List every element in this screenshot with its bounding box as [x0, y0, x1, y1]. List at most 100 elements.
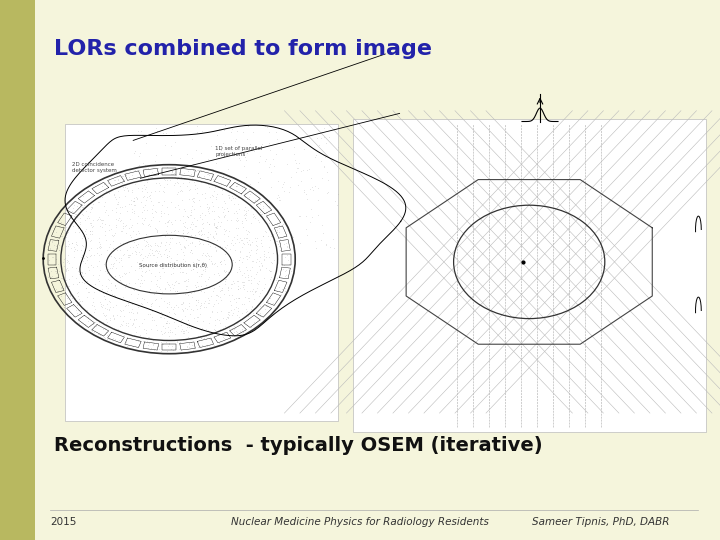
Point [250, 269, 261, 278]
Point [186, 217, 198, 226]
Point [239, 153, 251, 161]
Point [150, 207, 161, 216]
Point [177, 212, 189, 220]
Point [154, 250, 166, 259]
Point [209, 226, 220, 235]
Point [111, 264, 122, 273]
Point [182, 233, 194, 241]
Point [103, 221, 114, 230]
Point [186, 206, 197, 214]
Point [146, 246, 158, 254]
Point [187, 265, 199, 274]
Point [96, 284, 108, 293]
Point [83, 313, 94, 322]
Point [168, 268, 179, 277]
Point [195, 226, 207, 235]
Point [110, 214, 122, 223]
Point [215, 260, 227, 269]
Point [246, 219, 257, 227]
Point [186, 248, 198, 257]
Point [230, 319, 241, 327]
Point [164, 243, 176, 252]
Point [217, 332, 229, 341]
Point [92, 198, 104, 207]
Point [109, 272, 121, 280]
Point [240, 172, 252, 181]
Point [231, 182, 243, 191]
Point [265, 258, 276, 267]
Point [194, 309, 206, 318]
Point [210, 175, 221, 184]
Point [331, 200, 343, 209]
Point [217, 172, 228, 180]
Point [266, 167, 277, 176]
Point [318, 133, 330, 141]
Point [243, 253, 255, 261]
Point [156, 338, 167, 347]
Point [198, 299, 210, 307]
Point [153, 198, 165, 206]
Point [134, 149, 145, 158]
Point [140, 328, 152, 337]
Point [258, 255, 270, 264]
Point [148, 201, 159, 210]
Point [253, 261, 265, 270]
Point [192, 128, 203, 137]
Point [191, 313, 202, 321]
Point [137, 254, 148, 263]
Point [56, 274, 68, 283]
Point [104, 314, 115, 323]
Point [178, 225, 189, 234]
Point [191, 184, 202, 192]
Point [114, 312, 125, 321]
Point [175, 346, 186, 354]
Point [274, 228, 285, 237]
Point [126, 305, 138, 313]
Point [166, 166, 178, 175]
Point [132, 127, 144, 136]
Point [248, 318, 260, 326]
Point [84, 226, 96, 235]
Point [164, 327, 176, 336]
Point [132, 240, 144, 249]
Point [233, 277, 244, 286]
Point [121, 180, 132, 188]
Point [212, 211, 224, 220]
Point [94, 244, 105, 252]
Point [108, 274, 120, 283]
Point [222, 286, 234, 295]
Point [81, 253, 93, 261]
Point [224, 183, 235, 191]
Point [152, 242, 163, 251]
Point [194, 237, 205, 246]
Point [229, 136, 240, 145]
Point [174, 268, 186, 276]
Point [79, 269, 91, 278]
Point [207, 260, 218, 268]
Point [93, 197, 104, 206]
Point [167, 305, 179, 314]
Point [243, 294, 255, 302]
Point [264, 267, 276, 275]
Point [55, 284, 67, 292]
Point [233, 238, 245, 247]
Point [77, 241, 89, 249]
Point [214, 125, 225, 133]
Point [104, 264, 116, 272]
Point [153, 342, 164, 350]
Point [174, 338, 185, 346]
Point [109, 280, 121, 289]
Point [107, 247, 119, 255]
Point [229, 208, 240, 217]
Point [271, 237, 282, 246]
Point [219, 275, 230, 284]
Point [76, 228, 88, 237]
Point [194, 342, 206, 350]
Point [258, 252, 270, 260]
Point [139, 201, 150, 210]
Point [162, 342, 174, 350]
Point [156, 252, 167, 260]
Point [145, 268, 157, 277]
Point [258, 284, 270, 292]
Point [279, 253, 291, 261]
